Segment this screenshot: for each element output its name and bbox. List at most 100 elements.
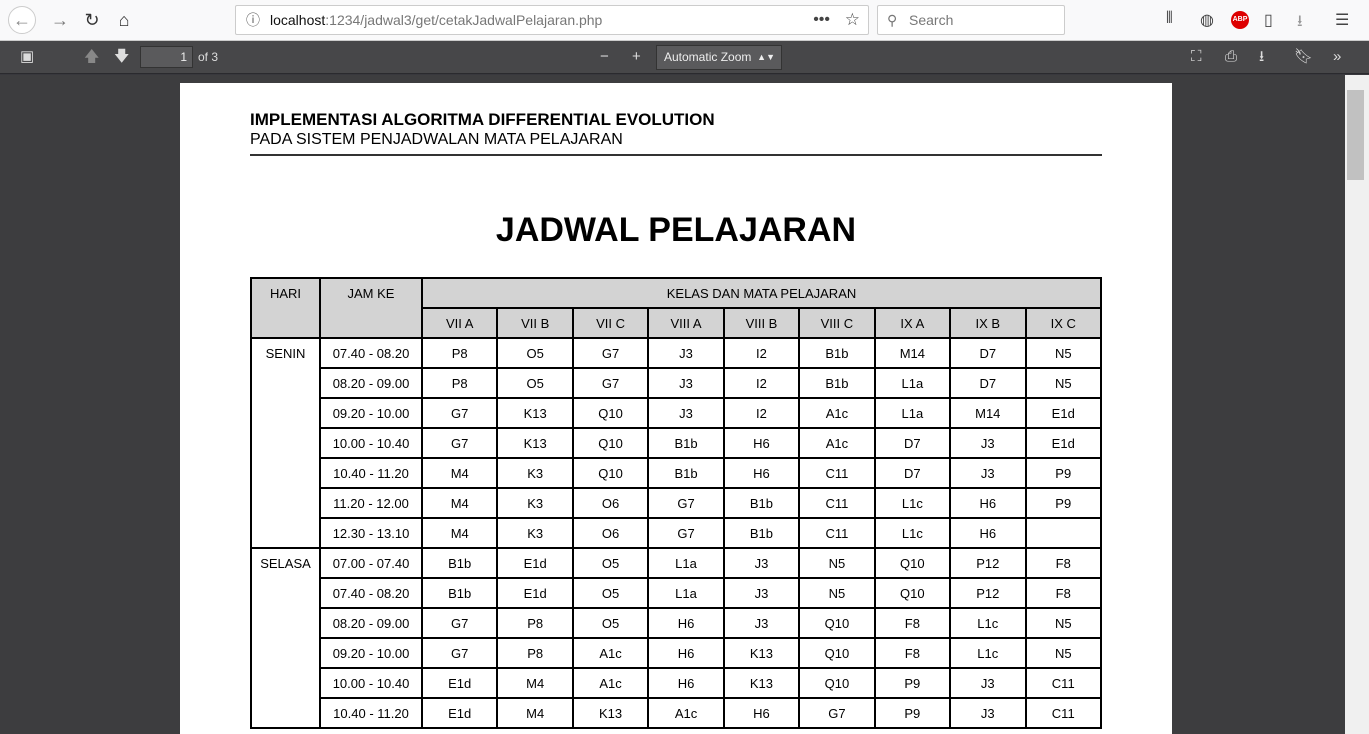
subject-cell: H6 bbox=[647, 637, 725, 669]
subject-cell: C11 bbox=[1024, 667, 1102, 699]
table-row: 10.00 - 10.40 G7 K13 Q10 B1b H6 A1c D7 J3 E1d bbox=[251, 427, 1102, 459]
class-header: VII B bbox=[496, 307, 574, 339]
subject-cell: J3 bbox=[949, 697, 1027, 729]
table-row: 10.00 - 10.40 E1d M4 A1c H6 K13 Q10 P9 J3 C11 bbox=[251, 667, 1102, 699]
subject-cell: C11 bbox=[1024, 697, 1102, 729]
subject-cell: C11 bbox=[798, 487, 876, 519]
menu-icon[interactable]: ☰ bbox=[1335, 12, 1350, 29]
page-number-input[interactable]: 1 bbox=[140, 46, 193, 68]
adblock-icon[interactable]: ABP bbox=[1231, 11, 1249, 29]
class-header: IX A bbox=[873, 307, 952, 339]
scrollbar-thumb[interactable] bbox=[1347, 90, 1364, 180]
print-icon[interactable]: ⎙ bbox=[1225, 48, 1238, 65]
home-button[interactable]: ⌂ bbox=[118, 9, 130, 30]
subject-cell: L1c bbox=[949, 637, 1027, 669]
subject-cell: L1c bbox=[949, 607, 1027, 639]
class-header: IX C bbox=[1024, 307, 1102, 339]
subject-cell: C11 bbox=[798, 457, 876, 489]
zoom-in-icon[interactable]: + bbox=[632, 48, 641, 65]
toggle-sidebar-icon[interactable]: ▣ bbox=[20, 48, 35, 65]
subject-cell: B1b bbox=[798, 367, 876, 399]
bookmark-icon[interactable]: 🔖︎ bbox=[1294, 48, 1314, 65]
subject-cell: J3 bbox=[647, 337, 725, 369]
save-icon[interactable]: ⭳ bbox=[1259, 48, 1265, 65]
url-bar[interactable]: ⓘ localhost:1234/jadwal3/get/cetakJadwal… bbox=[235, 5, 869, 35]
page-count: of 3 bbox=[198, 50, 219, 64]
header-line-1: IMPLEMENTASI ALGORITMA DIFFERENTIAL EVOL… bbox=[250, 110, 715, 129]
subject-cell: P8 bbox=[496, 637, 574, 669]
subject-cell: M14 bbox=[873, 337, 952, 369]
subject-cell: L1a bbox=[873, 397, 952, 429]
subject-cell: G7 bbox=[798, 697, 876, 729]
subject-cell: A1c bbox=[571, 637, 650, 669]
subject-cell bbox=[1024, 517, 1102, 549]
subject-cell: G7 bbox=[647, 517, 725, 549]
col-hari: HARI bbox=[250, 277, 321, 339]
time-cell: 12.30 - 13.10 bbox=[319, 517, 423, 549]
subject-cell: N5 bbox=[1024, 637, 1102, 669]
day-cell: SELASA bbox=[250, 547, 321, 729]
search-input[interactable]: ⚲ Search bbox=[877, 5, 1065, 35]
back-button[interactable]: ← bbox=[8, 6, 36, 34]
library-icon[interactable]: ⫴ bbox=[1166, 10, 1173, 27]
subject-cell: M4 bbox=[420, 517, 499, 549]
bookmark-star-icon[interactable]: ☆ bbox=[844, 10, 860, 29]
subject-cell: A1c bbox=[571, 667, 650, 699]
time-cell: 10.00 - 10.40 bbox=[319, 667, 423, 699]
presentation-mode-icon[interactable]: ⛶ bbox=[1191, 48, 1202, 65]
day-cell: SENIN bbox=[250, 337, 321, 549]
time-cell: 10.00 - 10.40 bbox=[319, 427, 423, 459]
subject-cell: P8 bbox=[496, 607, 574, 639]
subject-cell: Q10 bbox=[571, 457, 650, 489]
forward-button[interactable]: → bbox=[51, 9, 69, 30]
zoom-value: Automatic Zoom bbox=[664, 50, 752, 64]
subject-cell: O5 bbox=[496, 337, 574, 369]
subject-cell: Q10 bbox=[571, 397, 650, 429]
subject-cell: B1b bbox=[647, 457, 725, 489]
subject-cell: E1d bbox=[496, 577, 574, 609]
subject-cell: F8 bbox=[1024, 547, 1102, 579]
time-cell: 10.40 - 11.20 bbox=[319, 457, 423, 489]
download-icon[interactable]: ⭳ bbox=[1297, 13, 1303, 30]
subject-cell: N5 bbox=[1024, 337, 1102, 369]
subject-cell: J3 bbox=[647, 367, 725, 399]
time-cell: 07.00 - 07.40 bbox=[319, 547, 423, 579]
subject-cell: O5 bbox=[571, 607, 650, 639]
search-placeholder: Search bbox=[909, 12, 954, 28]
subject-cell: H6 bbox=[722, 457, 801, 489]
globe-icon[interactable]: ◍ bbox=[1200, 12, 1214, 29]
subject-cell: B1b bbox=[420, 577, 499, 609]
class-header: VII A bbox=[420, 307, 499, 339]
sidebar-icon[interactable]: ▯ bbox=[1264, 12, 1273, 29]
table-row: 09.20 - 10.00 G7 P8 A1c H6 K13 Q10 F8 L1c N5 bbox=[251, 637, 1102, 669]
select-arrow-icon: ▲▼ bbox=[757, 52, 775, 62]
subject-cell: B1b bbox=[722, 487, 801, 519]
subject-cell: K13 bbox=[496, 397, 574, 429]
previous-page-icon[interactable]: 🡅 bbox=[84, 48, 100, 65]
subject-cell: Q10 bbox=[873, 547, 952, 579]
page-actions-icon[interactable]: ••• bbox=[813, 11, 830, 28]
reload-button[interactable]: ↻ bbox=[84, 9, 100, 30]
subject-cell: D7 bbox=[949, 337, 1027, 369]
zoom-select[interactable]: Automatic Zoom ▲▼ bbox=[656, 45, 782, 70]
time-cell: 07.40 - 08.20 bbox=[319, 337, 423, 369]
subject-cell: G7 bbox=[420, 427, 499, 459]
header-line-2: PADA SISTEM PENJADWALAN MATA PELAJARAN bbox=[250, 131, 623, 148]
subject-cell: M4 bbox=[496, 667, 574, 699]
subject-cell: K3 bbox=[496, 457, 574, 489]
info-icon[interactable]: ⓘ bbox=[246, 12, 260, 28]
table-row: 07.40 - 08.20 B1b E1d O5 L1a J3 N5 Q10 P12 F8 bbox=[251, 577, 1102, 609]
subject-cell: H6 bbox=[949, 517, 1027, 549]
tools-icon[interactable]: » bbox=[1333, 48, 1342, 65]
subject-cell: H6 bbox=[647, 607, 725, 639]
table-row: 10.40 - 11.20 M4 K3 Q10 B1b H6 C11 D7 J3 P9 bbox=[251, 457, 1102, 489]
table-row: SELASA 07.00 - 07.40 B1b E1d O5 L1a J3 N5 Q10 P12… bbox=[250, 547, 1102, 729]
subject-cell: N5 bbox=[798, 577, 876, 609]
subject-cell: J3 bbox=[949, 667, 1027, 699]
subject-cell: L1c bbox=[873, 487, 952, 519]
scrollbar[interactable] bbox=[1345, 75, 1369, 734]
zoom-out-icon[interactable]: − bbox=[600, 48, 609, 65]
subject-cell: N5 bbox=[1024, 367, 1102, 399]
subject-cell: Q10 bbox=[571, 427, 650, 459]
next-page-icon[interactable]: 🡇 bbox=[114, 48, 130, 65]
